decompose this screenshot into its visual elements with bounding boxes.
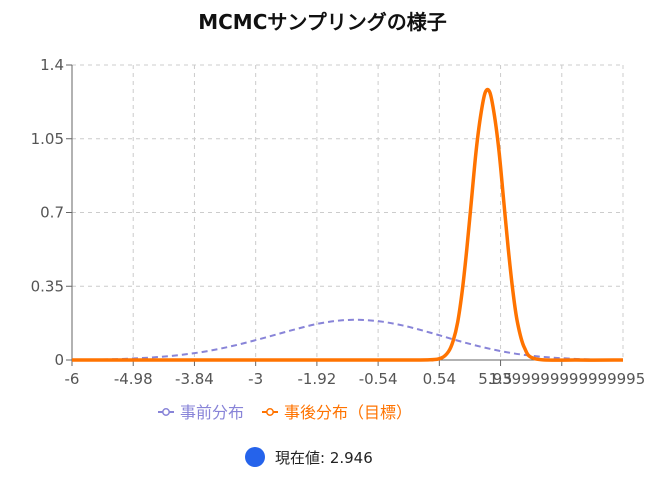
x-tick-label: 1.5 (489, 370, 513, 388)
x-tick-label: -6 (65, 370, 80, 388)
x-tick-label: 5.9399999999999995 (478, 370, 645, 388)
x-tick-label: -3 (248, 370, 263, 388)
series-line-posterior (72, 87, 624, 362)
y-tick-label: 0.7 (40, 204, 64, 222)
x-tick-label: -0.54 (359, 370, 398, 388)
axes: 0 0.35 0.7 1.05 1.4 -6 -4.98 -3.84 -3 -1.92 -0.54 0… (31, 56, 645, 388)
legend-marker-icon (266, 408, 274, 416)
series-line-prior (71, 318, 624, 361)
legend-item-label: 事後分布（目標） (284, 403, 412, 422)
legend-marker-icon (162, 408, 170, 416)
series-layer (71, 87, 624, 362)
current-value-label: 現在値: 2.946 (275, 449, 373, 467)
y-tick-label: 1.05 (31, 130, 64, 148)
current-value-marker (245, 447, 265, 467)
y-tick-label: 0 (54, 351, 64, 369)
x-tick-label: -1.92 (297, 370, 336, 388)
x-tick-label: 0.54 (423, 370, 456, 388)
legend-item-label: 事前分布 (180, 403, 244, 422)
grid (71, 64, 624, 361)
x-tick-label: -3.84 (175, 370, 214, 388)
legend[interactable]: 事前分布 事後分布（目標） (158, 403, 412, 422)
y-tick-label: 1.4 (40, 56, 64, 74)
x-tick-label: -4.98 (114, 370, 153, 388)
chart-title: MCMCサンプリングの様子 (198, 10, 447, 34)
y-tick-label: 0.35 (31, 277, 64, 295)
